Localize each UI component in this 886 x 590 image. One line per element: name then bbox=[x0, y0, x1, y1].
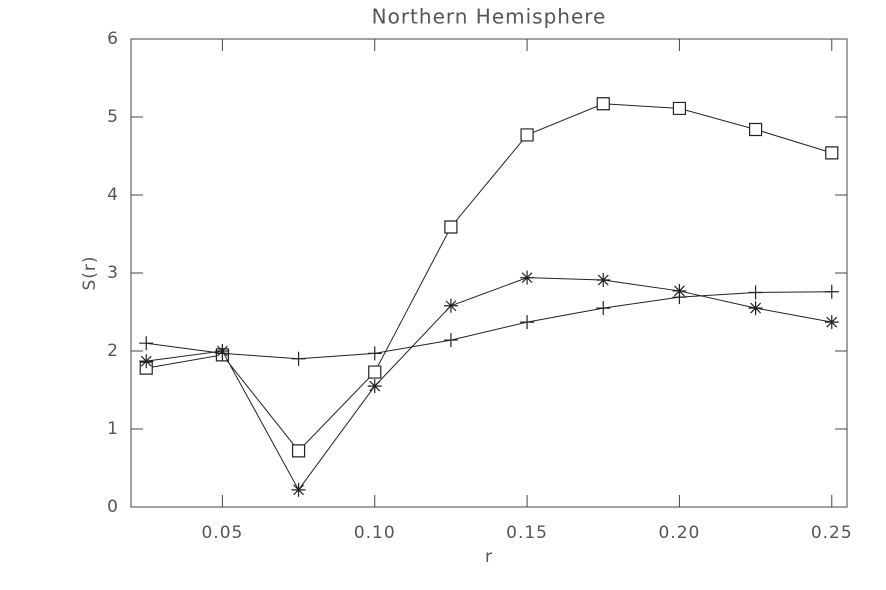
series-line bbox=[146, 103, 832, 452]
x-tick-label: 0.05 bbox=[201, 523, 243, 543]
data-point bbox=[672, 283, 687, 298]
data-point bbox=[443, 298, 458, 313]
y-tick-label: 2 bbox=[107, 341, 119, 361]
y-tick-label: 5 bbox=[107, 107, 119, 127]
x-tick-label: 0.15 bbox=[506, 523, 548, 543]
data-point bbox=[596, 301, 611, 316]
x-tick-label: 0.10 bbox=[354, 523, 396, 543]
data-point bbox=[748, 285, 763, 300]
series-line bbox=[146, 277, 832, 491]
data-point bbox=[291, 482, 306, 497]
x-tick-label: 0.20 bbox=[658, 523, 700, 543]
data-point bbox=[215, 344, 230, 358]
y-tick-label: 1 bbox=[107, 419, 119, 439]
data-point bbox=[824, 284, 839, 299]
data-point bbox=[824, 315, 839, 330]
data-point bbox=[291, 444, 306, 458]
plot-frame bbox=[130, 38, 848, 508]
data-point bbox=[443, 333, 458, 348]
y-tick-label: 4 bbox=[107, 185, 119, 205]
y-tick-label: 0 bbox=[107, 497, 119, 517]
series-line bbox=[146, 291, 832, 360]
data-point bbox=[520, 315, 535, 330]
data-point bbox=[368, 365, 382, 379]
data-point bbox=[139, 336, 154, 351]
data-point bbox=[367, 379, 382, 394]
x-tick-label: 0.25 bbox=[811, 523, 853, 543]
data-point bbox=[596, 97, 610, 111]
data-point bbox=[825, 146, 839, 160]
data-point bbox=[139, 354, 154, 369]
y-tick-label: 6 bbox=[107, 29, 119, 49]
data-point bbox=[291, 351, 306, 366]
data-point bbox=[367, 346, 382, 361]
data-point bbox=[520, 270, 535, 285]
data-point bbox=[748, 122, 763, 137]
data-point bbox=[748, 301, 763, 316]
data-point bbox=[672, 101, 687, 116]
y-axis-label: S(r) bbox=[80, 255, 100, 290]
chart-title: Northern Hemisphere bbox=[372, 5, 607, 29]
data-point bbox=[139, 361, 153, 375]
y-tick-label: 3 bbox=[107, 263, 119, 283]
data-point bbox=[596, 273, 611, 288]
data-point bbox=[520, 128, 534, 142]
data-point bbox=[444, 220, 458, 234]
x-axis-label: r bbox=[485, 547, 493, 567]
